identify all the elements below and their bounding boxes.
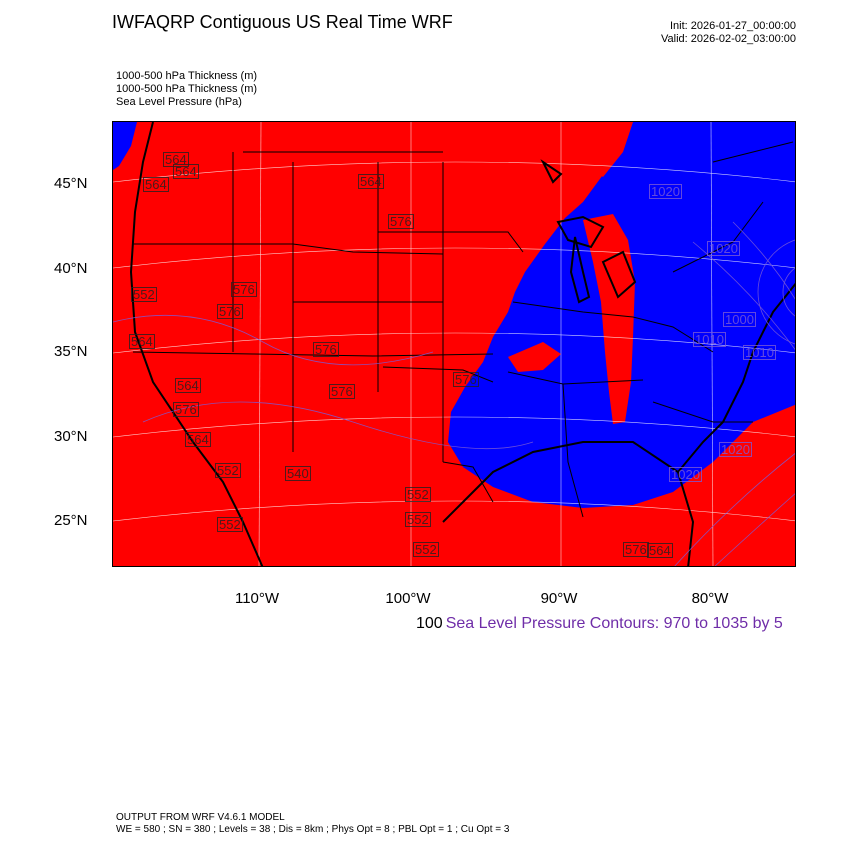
contour-info: 100 Sea Level Pressure Contours: 970 to 1… xyxy=(416,615,783,633)
thickness-label: 576 xyxy=(217,304,243,319)
pressure-label: 1020 xyxy=(719,442,752,457)
thickness-label: 576 xyxy=(231,282,257,297)
cold-region-northwest xyxy=(113,122,137,170)
lat-label-35: 35°N xyxy=(54,343,88,360)
thickness-label: 552 xyxy=(405,487,431,502)
thickness-label: 564 xyxy=(173,164,199,179)
contour-info-number: 100 xyxy=(416,615,443,632)
lon-label-100w: 100°W xyxy=(385,590,431,607)
thickness-label: 552 xyxy=(413,542,439,557)
pressure-label: 1020 xyxy=(649,184,682,199)
pressure-label: 1000 xyxy=(723,312,756,327)
lon-label-90w: 90°W xyxy=(540,590,578,607)
field-label-thickness-2: 1000-500 hPa Thickness (m) xyxy=(116,83,258,95)
footer-model-config: WE = 580 ; SN = 380 ; Levels = 38 ; Dis … xyxy=(116,824,510,835)
weather-map-svg xyxy=(113,122,795,566)
thickness-label: 540 xyxy=(285,466,311,481)
pressure-label: 1020 xyxy=(669,467,702,482)
pressure-label: 1010 xyxy=(693,332,726,347)
init-valid-times: Init: 2026-01-27_00:00:00 Valid: 2026-02… xyxy=(661,20,796,46)
cold-air-region xyxy=(113,122,795,508)
coastlines xyxy=(129,122,795,566)
init-time: Init: 2026-01-27_00:00:00 xyxy=(670,20,796,32)
thickness-label: 576 xyxy=(313,342,339,357)
plot-title: IWFAQRP Contiguous US Real Time WRF xyxy=(112,12,453,32)
thickness-label: 576 xyxy=(329,384,355,399)
thickness-label: 552 xyxy=(217,517,243,532)
thickness-label: 564 xyxy=(143,177,169,192)
thickness-label: 564 xyxy=(175,378,201,393)
thickness-label: 552 xyxy=(405,512,431,527)
lat-label-45: 45°N xyxy=(54,175,88,192)
field-label-slp: Sea Level Pressure (hPa) xyxy=(116,96,242,108)
thickness-label: 564 xyxy=(647,543,673,558)
thickness-label: 576 xyxy=(623,542,649,557)
contour-info-text: Sea Level Pressure Contours: 970 to 1035… xyxy=(445,615,783,632)
map-panel[interactable]: 564 564 564 564 576 576 576 576 576 564 552 564 576 5… xyxy=(112,121,796,567)
footer-model-version: OUTPUT FROM WRF V4.6.1 MODEL xyxy=(116,812,285,823)
pressure-label: 1010 xyxy=(743,345,776,360)
lat-label-30: 30°N xyxy=(54,428,88,445)
thickness-label: 576 xyxy=(388,214,414,229)
thickness-label: 564 xyxy=(358,174,384,189)
state-borders xyxy=(132,141,794,518)
warm-pockets xyxy=(508,122,635,424)
thickness-label: 564 xyxy=(129,334,155,349)
lon-label-110w: 110°W xyxy=(234,590,280,607)
model-footer: OUTPUT FROM WRF V4.6.1 MODEL WE = 580 ; … xyxy=(116,812,509,836)
thickness-label: 552 xyxy=(131,287,157,302)
thickness-label: 552 xyxy=(215,463,241,478)
pressure-label: 1020 xyxy=(707,241,740,256)
thickness-label: 576 xyxy=(453,372,479,387)
warm-pocket-canada xyxy=(583,122,633,177)
lon-label-80w: 80°W xyxy=(691,590,729,607)
slp-contours xyxy=(113,221,795,566)
valid-time: Valid: 2026-02-02_03:00:00 xyxy=(661,33,796,45)
warm-tongue-michigan xyxy=(583,214,635,424)
warm-pocket-ozarks xyxy=(508,342,561,372)
lat-label-40: 40°N xyxy=(54,260,88,277)
field-label-thickness-1: 1000-500 hPa Thickness (m) xyxy=(116,70,258,82)
cold-region-northeast-corner xyxy=(778,122,795,190)
thickness-label: 564 xyxy=(185,432,211,447)
thickness-label: 564 xyxy=(163,152,189,167)
lat-label-25: 25°N xyxy=(54,512,88,529)
thickness-label: 576 xyxy=(173,402,199,417)
